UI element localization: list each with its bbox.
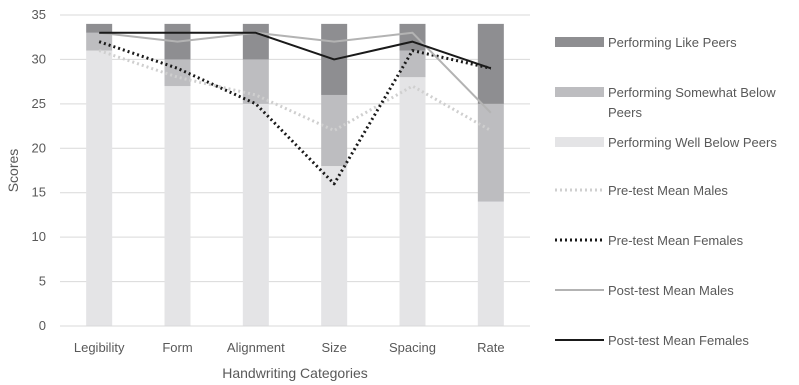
y-tick-label: 5 xyxy=(39,274,46,289)
x-tick-label: Legibility xyxy=(74,340,125,355)
series-line xyxy=(98,49,492,133)
legend: Performing Like Peers Performing Somewhat… xyxy=(555,35,777,348)
series-line xyxy=(99,31,492,70)
legend-label: Pre-test Mean Females xyxy=(608,233,744,248)
bar-segment xyxy=(86,23,113,33)
y-tick-label: 35 xyxy=(32,7,46,22)
x-tick-label: Size xyxy=(322,340,347,355)
bar-segment xyxy=(242,59,269,104)
y-tick-label: 25 xyxy=(32,96,46,111)
bar-segment xyxy=(477,23,504,104)
bar-segment xyxy=(477,103,504,202)
bar-segment xyxy=(242,103,269,326)
x-tick-label: Rate xyxy=(477,340,504,355)
legend-label-line: Peers xyxy=(608,105,642,120)
legend-label: Performing Somewhat Below Peers xyxy=(608,85,776,120)
bar-segment xyxy=(399,50,426,78)
bar-segment xyxy=(399,23,426,51)
y-tick-label: 10 xyxy=(32,229,46,244)
x-tick-label: Form xyxy=(162,340,192,355)
y-tick-label: 15 xyxy=(32,185,46,200)
bar-segment xyxy=(242,23,269,60)
series-line xyxy=(99,31,492,114)
y-axis-title: Scores xyxy=(5,149,21,193)
legend-label-line: Performing Somewhat Below xyxy=(608,85,776,100)
legend-label: Performing Like Peers xyxy=(608,35,737,50)
bar-segment xyxy=(321,94,348,167)
bar-segment xyxy=(321,166,348,326)
x-axis-title: Handwriting Categories xyxy=(222,365,368,381)
x-tick-label: Spacing xyxy=(389,340,436,355)
y-tick-label: 30 xyxy=(32,51,46,66)
y-axis-ticks: 0 5 10 15 20 25 30 35 xyxy=(32,7,46,333)
bar-segment xyxy=(164,86,191,326)
legend-swatch xyxy=(555,87,604,97)
gridlines xyxy=(60,14,530,327)
x-tick-label: Alignment xyxy=(227,340,285,355)
legend-label: Post-test Mean Males xyxy=(608,283,734,298)
y-tick-label: 20 xyxy=(32,140,46,155)
series-lines xyxy=(98,31,492,186)
legend-label: Post-test Mean Females xyxy=(608,333,749,348)
bar-segment xyxy=(399,77,426,326)
stacked-bars xyxy=(86,23,504,327)
bar-segment xyxy=(164,59,191,87)
legend-swatch xyxy=(555,37,604,47)
bar-segment xyxy=(86,50,113,327)
y-tick-label: 0 xyxy=(39,318,46,333)
legend-label: Performing Well Below Peers xyxy=(608,135,777,150)
legend-swatch xyxy=(555,137,604,147)
x-axis-ticks: Legibility Form Alignment Size Spacing Rate xyxy=(74,340,505,355)
bar-segment xyxy=(477,201,504,326)
legend-label: Pre-test Mean Males xyxy=(608,183,728,198)
